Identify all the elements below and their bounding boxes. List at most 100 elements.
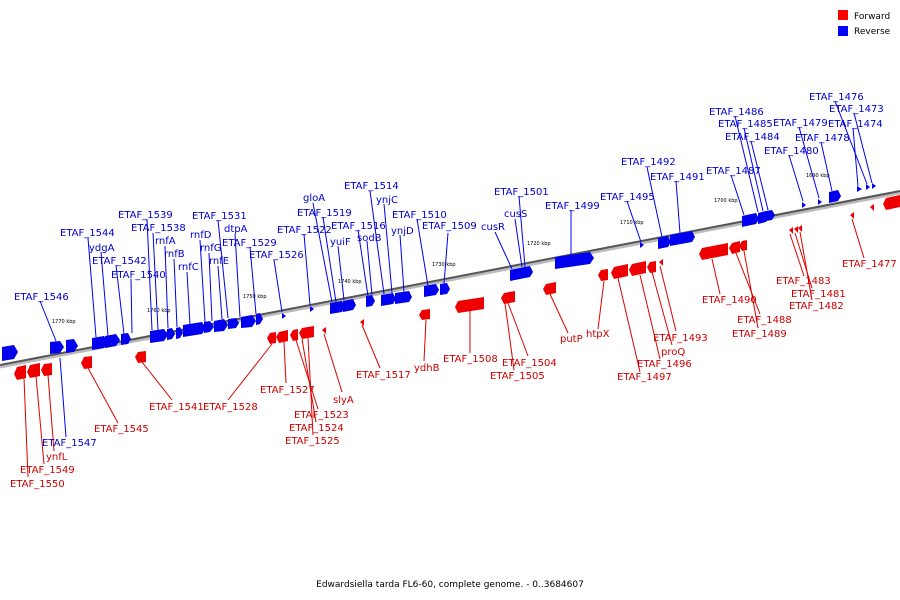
- gene-label[interactable]: ETAF_1481: [791, 289, 846, 300]
- gene-label[interactable]: ETAF_1531: [192, 211, 247, 222]
- gene-label[interactable]: ETAF_1501: [494, 187, 549, 198]
- gene-label[interactable]: ETAF_1510: [392, 210, 447, 221]
- gene-label[interactable]: rnfB: [164, 249, 185, 260]
- gene-block[interactable]: [310, 306, 314, 312]
- gene-label[interactable]: ETAF_1527: [260, 385, 315, 396]
- gene-label[interactable]: dtpA: [224, 224, 248, 235]
- gene-block[interactable]: [183, 322, 206, 337]
- gene-label[interactable]: ETAF_1517: [356, 370, 411, 381]
- gene-block[interactable]: [659, 259, 663, 266]
- gene-block[interactable]: [510, 268, 523, 281]
- gene-block[interactable]: [150, 329, 168, 343]
- gene-label[interactable]: ETAF_1480: [764, 146, 819, 157]
- gene-block[interactable]: [424, 284, 439, 297]
- gene-block[interactable]: [41, 363, 52, 376]
- gene-block[interactable]: [366, 295, 375, 307]
- gene-label[interactable]: ETAF_1549: [20, 465, 75, 476]
- gene-label[interactable]: ynfL: [46, 452, 68, 463]
- gene-block[interactable]: [176, 327, 183, 339]
- gene-label[interactable]: ETAF_1493: [653, 333, 708, 344]
- gene-block[interactable]: [105, 334, 120, 348]
- gene-label[interactable]: ETAF_1489: [732, 329, 787, 340]
- gene-block[interactable]: [818, 199, 822, 205]
- gene-label[interactable]: ynjC: [376, 195, 398, 206]
- gene-block[interactable]: [343, 299, 356, 312]
- gene-block[interactable]: [629, 261, 646, 276]
- gene-block[interactable]: [850, 212, 854, 219]
- gene-block[interactable]: [520, 266, 533, 279]
- gene-label[interactable]: ETAF_1519: [297, 208, 352, 219]
- gene-block[interactable]: [543, 282, 556, 295]
- gene-label[interactable]: ETAF_1546: [14, 292, 69, 303]
- gene-block[interactable]: [640, 242, 644, 248]
- gene-label[interactable]: slyA: [333, 395, 354, 406]
- gene-label[interactable]: ETAF_1514: [344, 181, 399, 192]
- gene-label[interactable]: yuiF: [330, 237, 351, 248]
- gene-label[interactable]: ETAF_1488: [737, 315, 792, 326]
- gene-block[interactable]: [50, 341, 64, 354]
- gene-label[interactable]: ETAF_1490: [702, 295, 757, 306]
- gene-label[interactable]: ETAF_1487: [706, 166, 761, 177]
- gene-block[interactable]: [872, 183, 876, 189]
- gene-label[interactable]: ETAF_1529: [222, 238, 277, 249]
- gene-label[interactable]: ETAF_1496: [637, 359, 692, 370]
- gene-block[interactable]: [204, 321, 214, 333]
- gene-label[interactable]: ynjD: [391, 226, 414, 237]
- gene-label[interactable]: rnfC: [178, 262, 199, 273]
- gene-label[interactable]: ETAF_1544: [60, 228, 115, 239]
- gene-block[interactable]: [440, 283, 450, 295]
- gene-block[interactable]: [360, 319, 364, 326]
- gene-block[interactable]: [66, 339, 78, 353]
- gene-label[interactable]: ETAF_1504: [502, 358, 557, 369]
- gene-label[interactable]: ydhB: [414, 363, 440, 374]
- gene-label[interactable]: ETAF_1485: [718, 119, 773, 130]
- gene-block[interactable]: [92, 336, 108, 350]
- gene-label[interactable]: ETAF_1497: [617, 372, 672, 383]
- gene-label[interactable]: cusS: [504, 209, 527, 220]
- gene-block[interactable]: [27, 363, 40, 378]
- gene-block[interactable]: [802, 202, 806, 208]
- gene-label[interactable]: ETAF_1539: [118, 210, 173, 221]
- gene-label[interactable]: ETAF_1483: [776, 276, 831, 287]
- gene-block[interactable]: [829, 190, 841, 203]
- gene-label[interactable]: ETAF_1524: [289, 423, 344, 434]
- gene-block[interactable]: [739, 240, 747, 251]
- gene-block[interactable]: [214, 319, 228, 332]
- gene-block[interactable]: [742, 213, 759, 227]
- gene-block[interactable]: [883, 195, 900, 210]
- gene-block[interactable]: [419, 309, 430, 320]
- gene-label[interactable]: gloA: [303, 193, 325, 204]
- gene-label[interactable]: ETAF_1508: [443, 354, 498, 365]
- gene-block[interactable]: [299, 326, 314, 339]
- gene-label[interactable]: ETAF_1516: [331, 221, 386, 232]
- gene-block[interactable]: [228, 318, 239, 329]
- gene-block[interactable]: [501, 291, 515, 304]
- gene-label[interactable]: ETAF_1476: [809, 92, 864, 103]
- gene-label[interactable]: rnfE: [209, 256, 229, 267]
- gene-block[interactable]: [658, 236, 671, 249]
- gene-block[interactable]: [729, 241, 740, 254]
- gene-block[interactable]: [870, 204, 874, 211]
- gene-label[interactable]: ETAF_1550: [10, 479, 65, 490]
- gene-block[interactable]: [14, 365, 26, 380]
- gene-block[interactable]: [241, 315, 256, 328]
- gene-label[interactable]: cusR: [481, 222, 505, 233]
- gene-label[interactable]: ETAF_1477: [842, 259, 897, 270]
- gene-label[interactable]: ETAF_1525: [285, 436, 340, 447]
- gene-label[interactable]: ETAF_1522: [277, 225, 332, 236]
- gene-label[interactable]: ETAF_1484: [725, 132, 780, 143]
- gene-block[interactable]: [381, 293, 396, 306]
- gene-label[interactable]: ETAF_1542: [92, 256, 147, 267]
- gene-block[interactable]: [555, 252, 594, 269]
- gene-block[interactable]: [670, 231, 695, 246]
- gene-block[interactable]: [81, 356, 92, 369]
- gene-label[interactable]: ETAF_1479: [773, 118, 828, 129]
- gene-block[interactable]: [798, 225, 802, 232]
- gene-block[interactable]: [647, 261, 656, 273]
- gene-label[interactable]: rnfD: [190, 230, 212, 241]
- gene-label[interactable]: ETAF_1473: [829, 104, 884, 115]
- gene-block[interactable]: [276, 330, 288, 343]
- gene-label[interactable]: ETAF_1545: [94, 424, 149, 435]
- gene-label[interactable]: ETAF_1486: [709, 107, 764, 118]
- gene-block[interactable]: [611, 264, 628, 279]
